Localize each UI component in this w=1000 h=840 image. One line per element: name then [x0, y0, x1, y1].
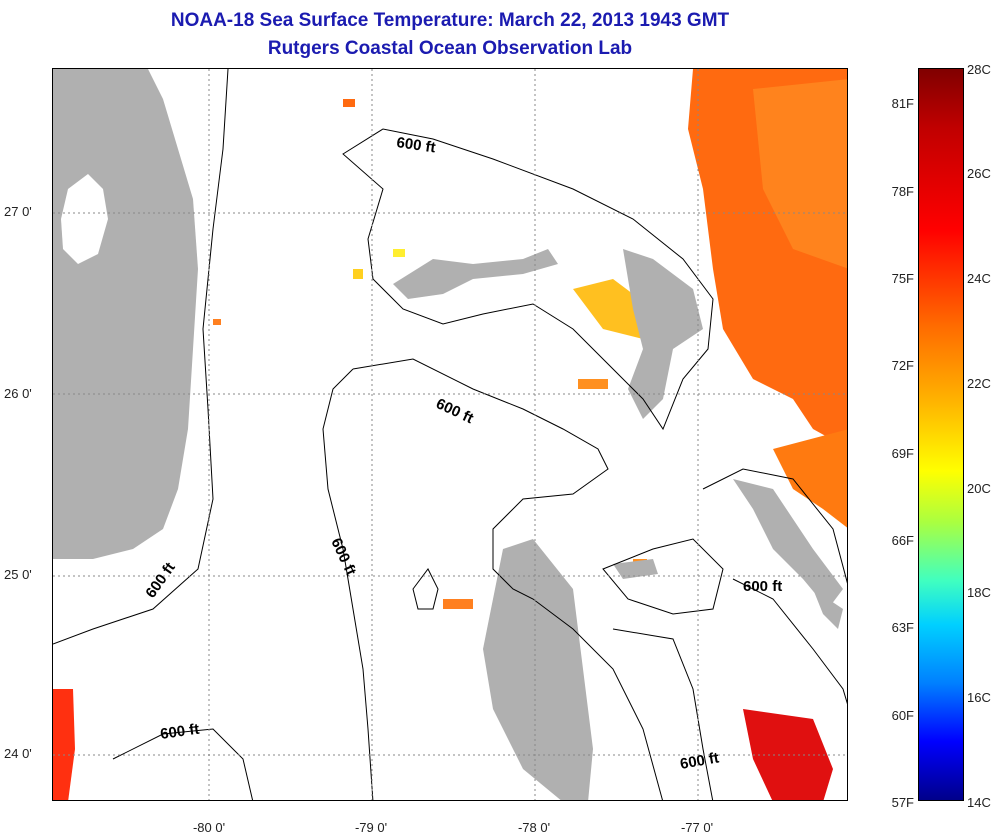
grand-bahama-island: [393, 249, 558, 299]
colorbar-f-66: 66F: [891, 533, 914, 548]
contour-label-west: 600 ft: [327, 536, 359, 579]
lon-label-79: -79 0': [354, 820, 388, 835]
colorbar-c-24: 24C: [967, 271, 991, 286]
lat-label-24: 24 0': [4, 746, 32, 761]
temperature-colorbar: [918, 68, 964, 801]
florida-peninsula: [53, 69, 198, 559]
contour-label-east: 600 ft: [743, 578, 782, 595]
colorbar-c-28: 28C: [967, 62, 991, 77]
map-title: NOAA-18 Sea Surface Temperature: March 2…: [170, 10, 730, 31]
lake-okeechobee: [61, 174, 108, 264]
colorbar-c-14: 14C: [967, 795, 991, 810]
colorbar-f-69: 69F: [891, 446, 914, 461]
abaco-island: [623, 249, 703, 419]
sst-warm-water-northeast: [688, 69, 847, 528]
colorbar-c-20: 20C: [967, 481, 991, 496]
eleuthera-island: [733, 479, 843, 609]
lon-label-80: -80 0': [192, 820, 226, 835]
lat-lon-grid: [53, 69, 847, 800]
andros-island: [483, 539, 593, 800]
colorbar-f-63: 63F: [891, 620, 914, 635]
colorbar-c-16: 16C: [967, 690, 991, 705]
map-subtitle: Rutgers Coastal Ocean Observation Lab: [267, 38, 633, 59]
lon-label-78: -78 0': [517, 820, 551, 835]
colorbar-c-18: 18C: [967, 585, 991, 600]
lon-label-77: -77 0': [680, 820, 714, 835]
contour-label-southeast: 600 ft: [679, 749, 721, 773]
isobath-600ft-contours: [53, 69, 847, 800]
sst-warm-water-southwest: [53, 689, 75, 800]
lat-label-27: 27 0': [4, 204, 32, 219]
map-canvas: 600 ft 600 ft 600 ft 600 ft 600 ft 600 f…: [53, 69, 847, 800]
contour-label-central: 600 ft: [433, 395, 476, 427]
lat-label-26: 26 0': [4, 386, 32, 401]
colorbar-f-78: 78F: [891, 184, 914, 199]
contour-label-florida: 600 ft: [142, 559, 178, 601]
lat-label-25: 25 0': [4, 567, 32, 582]
colorbar-c-22: 22C: [967, 376, 991, 391]
colorbar-f-81: 81F: [891, 96, 914, 111]
contour-label-north: 600 ft: [395, 134, 436, 156]
sst-map: 600 ft 600 ft 600 ft 600 ft 600 ft 600 f…: [52, 68, 848, 801]
colorbar-c-26: 26C: [967, 166, 991, 181]
colorbar-f-72: 72F: [891, 358, 914, 373]
colorbar-f-57: 57F: [891, 795, 914, 810]
colorbar-f-75: 75F: [891, 271, 914, 286]
contour-label-southwest: 600 ft: [159, 721, 200, 743]
exuma-cays: [813, 589, 843, 629]
colorbar-f-60: 60F: [891, 708, 914, 723]
sst-scattered-pixels: [213, 99, 653, 609]
new-providence-island: [613, 559, 658, 579]
